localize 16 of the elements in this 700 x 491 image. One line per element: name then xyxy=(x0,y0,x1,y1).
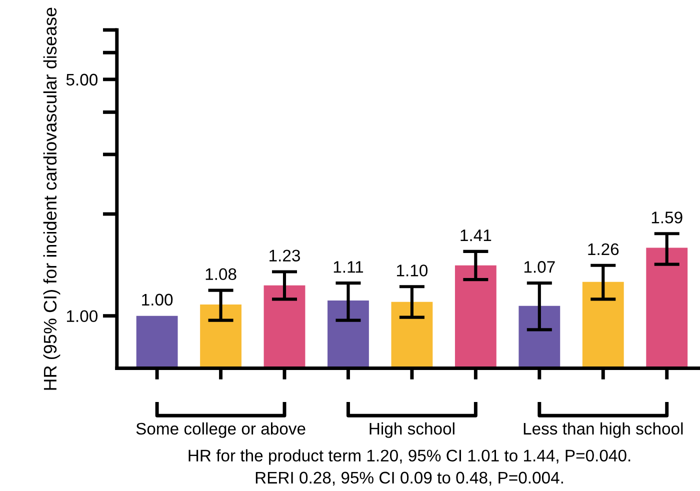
text: Some college or above xyxy=(136,422,306,438)
data-label: 1.00 xyxy=(142,294,173,306)
y-axis-title: HR (95% CI) for incident cardiovascular disease xyxy=(43,8,60,390)
data-label: 1.23 xyxy=(270,250,300,262)
data-label: 1.41 xyxy=(460,230,492,242)
text: Less than high school xyxy=(524,422,683,438)
y-tick-label: 5.00 xyxy=(66,74,98,86)
data-label: 1.26 xyxy=(588,243,619,256)
text: RERI 0.28, 95% CI 0.09 to 0.48, P=0.004. xyxy=(256,472,563,486)
data-label: 1.10 xyxy=(397,264,428,276)
data-label: 1.08 xyxy=(206,268,236,280)
data-label: 1.59 xyxy=(652,212,682,224)
text: High school xyxy=(370,422,454,438)
data-label: 1.07 xyxy=(524,261,555,273)
text: HR for the product term 1.20, 95% CI 1.01 to 1.44, P=0.040. xyxy=(188,449,630,465)
data-label: 1.11 xyxy=(334,261,364,273)
